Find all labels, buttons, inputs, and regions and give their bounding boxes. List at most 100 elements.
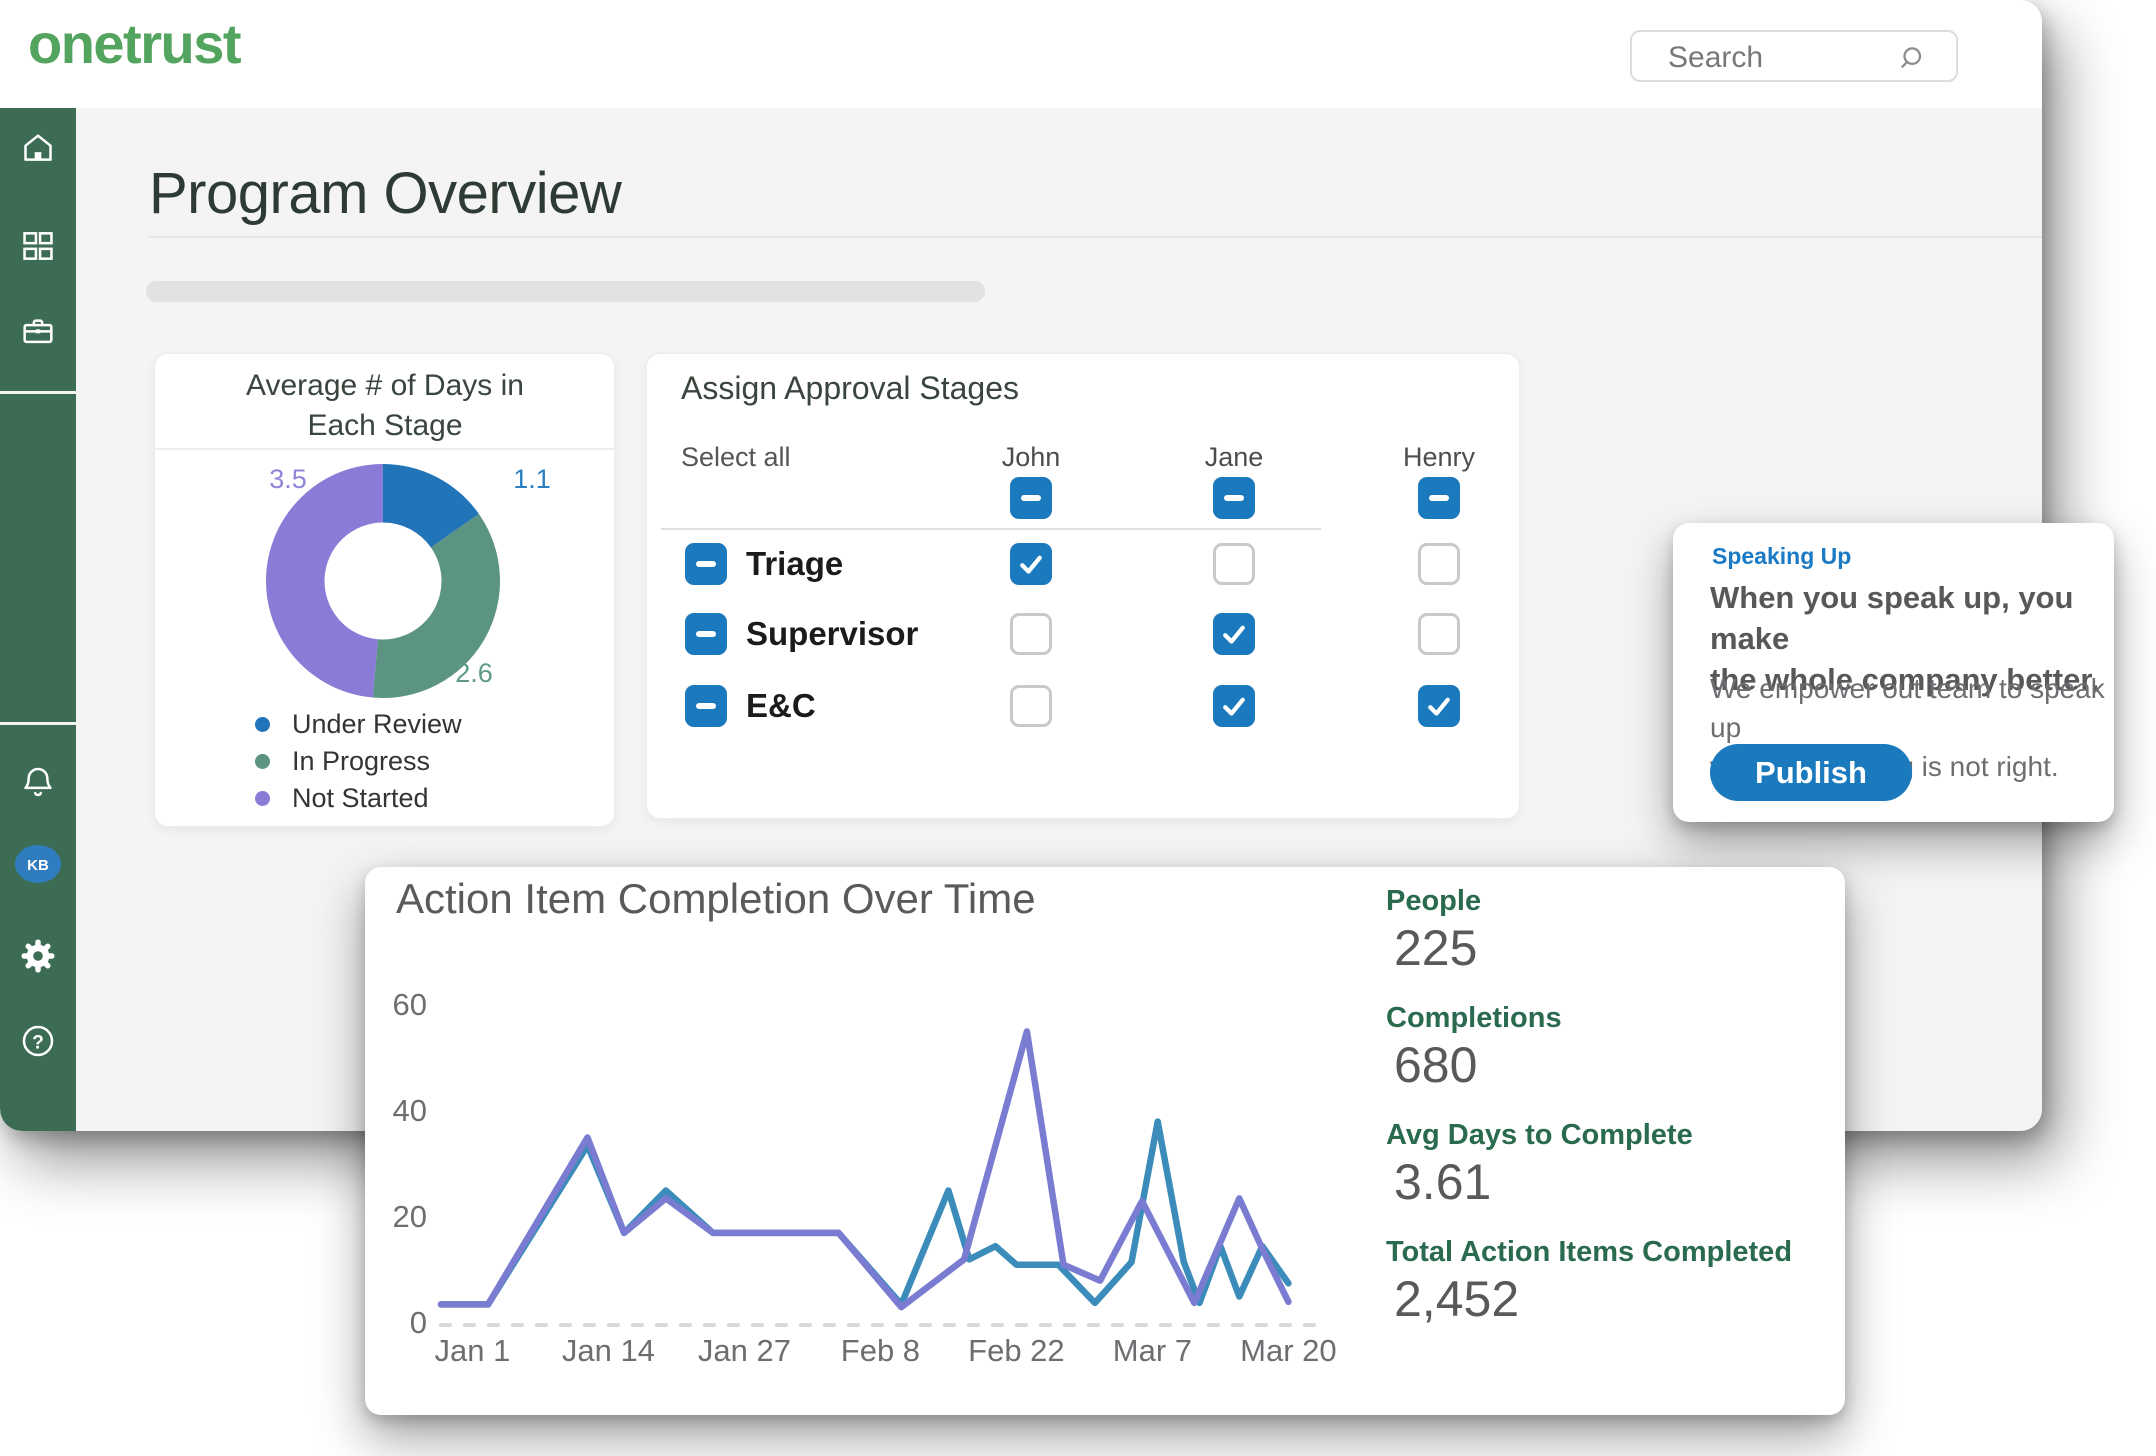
checkbox-supervisor-jane[interactable] — [1213, 613, 1255, 655]
donut-legend: Under Review In Progress Not Started — [255, 706, 462, 817]
sidebar-item-apps[interactable] — [14, 224, 62, 272]
x-tick-label: Feb 22 — [968, 1333, 1065, 1368]
slice-value-in-progress: 2.6 — [455, 658, 493, 688]
minus-icon — [1429, 495, 1449, 501]
checkbox-e&c-henry[interactable] — [1418, 685, 1460, 727]
slice-value-not-started: 3.5 — [269, 464, 307, 494]
donut-slice-in-progress — [372, 513, 500, 698]
check-icon — [1223, 625, 1245, 644]
x-tick-label: Mar 7 — [1112, 1333, 1193, 1368]
column-header-jane: Jane — [1204, 442, 1264, 472]
stage-checkbox-triage[interactable] — [685, 543, 727, 585]
checkbox-e&c-john[interactable] — [1010, 685, 1052, 727]
check-icon — [1223, 697, 1245, 716]
stat-item: Total Action Items Completed 2,452 — [1386, 1234, 1826, 1328]
stat-value: 225 — [1394, 920, 1478, 976]
heading-line: the whole company better. — [1710, 662, 2100, 697]
search-icon — [1896, 43, 1926, 78]
sidebar-item-notifications[interactable] — [14, 760, 62, 808]
assign-approval-stages-card: Assign Approval Stages Select all John Ja… — [646, 353, 1520, 819]
select-all-checkbox-john[interactable] — [1010, 477, 1052, 519]
title-divider — [149, 236, 2042, 238]
stage-checkbox-supervisor[interactable] — [685, 613, 727, 655]
legend-item: Not Started — [255, 780, 462, 817]
legend-item: Under Review — [255, 706, 462, 743]
checkbox-triage-henry[interactable] — [1418, 543, 1460, 585]
sidebar-item-help[interactable]: ? — [14, 1019, 62, 1067]
legend-label: In Progress — [292, 746, 431, 776]
x-tick-label: Mar 20 — [1240, 1333, 1337, 1368]
stage-checkbox-e&c[interactable] — [685, 685, 727, 727]
avatar-initials: KB — [27, 857, 49, 874]
x-tick-label: Feb 8 — [840, 1333, 921, 1368]
select-all-label: Select all — [681, 442, 791, 472]
legend-label: Not Started — [292, 783, 429, 813]
briefcase-icon — [18, 311, 58, 356]
y-tick-label: 20 — [392, 1199, 427, 1234]
avg-days-card: Average # of Days in Each Stage 3.5 1.1 … — [154, 353, 615, 827]
sidebar-item-projects[interactable] — [14, 309, 62, 357]
donut-chart — [266, 464, 500, 698]
legend-dot — [255, 717, 270, 732]
stat-label: Completions — [1386, 1002, 1562, 1034]
select-all-checkbox-jane[interactable] — [1213, 477, 1255, 519]
sidebar-item-home[interactable] — [14, 126, 62, 174]
line-chart — [437, 1028, 1319, 1327]
help-icon: ? — [18, 1021, 58, 1066]
stat-value: 2,452 — [1394, 1271, 1520, 1327]
legend-dot — [255, 754, 270, 769]
stat-label: People — [1386, 885, 1482, 917]
minus-icon — [1224, 495, 1244, 501]
checkbox-e&c-jane[interactable] — [1213, 685, 1255, 727]
search-placeholder: Search — [1668, 41, 1764, 74]
column-header-henry: Henry — [1402, 442, 1476, 472]
stat-item: Completions 680 — [1386, 1000, 1826, 1094]
checkbox-triage-john[interactable] — [1010, 543, 1052, 585]
checkbox-supervisor-henry[interactable] — [1418, 613, 1460, 655]
check-icon — [1020, 555, 1042, 574]
sidebar-divider — [0, 391, 76, 394]
sidebar-item-settings[interactable] — [14, 934, 62, 982]
progress-placeholder-bar — [146, 281, 985, 302]
stage-label: Supervisor — [746, 615, 919, 652]
action-item-completion-card: Action Item Completion Over Time 0 20 40 60… — [365, 867, 1845, 1415]
top-header-bar: onetrust Search — [0, 0, 2042, 108]
stat-value: 680 — [1394, 1037, 1478, 1093]
sidebar-divider — [0, 722, 76, 725]
minus-icon — [696, 561, 716, 567]
donut-slice-not-started — [266, 464, 383, 698]
legend-label: Under Review — [292, 709, 462, 739]
bell-icon — [18, 762, 58, 807]
y-tick-label: 40 — [392, 1093, 427, 1128]
column-header-john: John — [1001, 442, 1061, 472]
x-tick-label: Jan 27 — [697, 1333, 791, 1368]
chart-title: Action Item Completion Over Time — [396, 875, 1036, 922]
legend-dot — [255, 791, 270, 806]
stat-item: People 225 — [1386, 883, 1826, 977]
select-all-checkbox-henry[interactable] — [1418, 477, 1460, 519]
stage-label: Triage — [746, 545, 844, 582]
sidebar-user-avatar[interactable]: KB — [14, 842, 62, 890]
card-title: Assign Approval Stages — [681, 370, 1019, 406]
heading-line: When you speak up, you make — [1710, 580, 2074, 656]
series-action-items-purple — [437, 1028, 1292, 1311]
minus-icon — [696, 631, 716, 637]
donut-slice-under-review — [383, 464, 479, 548]
checkbox-triage-jane[interactable] — [1213, 543, 1255, 585]
stat-item: Avg Days to Complete 3.61 — [1386, 1117, 1826, 1211]
stat-value: 3.61 — [1394, 1154, 1492, 1210]
svg-text:?: ? — [32, 1032, 44, 1053]
checkbox-supervisor-john[interactable] — [1010, 613, 1052, 655]
page-title: Program Overview — [149, 161, 622, 226]
search-input[interactable]: Search — [1630, 30, 1958, 82]
avatar: KB — [13, 842, 63, 891]
card-heading: When you speak up, you make the whole co… — [1710, 577, 2114, 700]
stage-label: E&C — [746, 687, 816, 724]
card-eyebrow: Speaking Up — [1712, 543, 1852, 569]
slice-value-under-review: 1.1 — [513, 464, 551, 494]
publish-button[interactable]: Publish — [1710, 744, 1912, 801]
onetrust-logo: onetrust — [28, 12, 242, 75]
x-tick-label: Jan 1 — [434, 1333, 511, 1368]
home-icon — [18, 128, 58, 173]
